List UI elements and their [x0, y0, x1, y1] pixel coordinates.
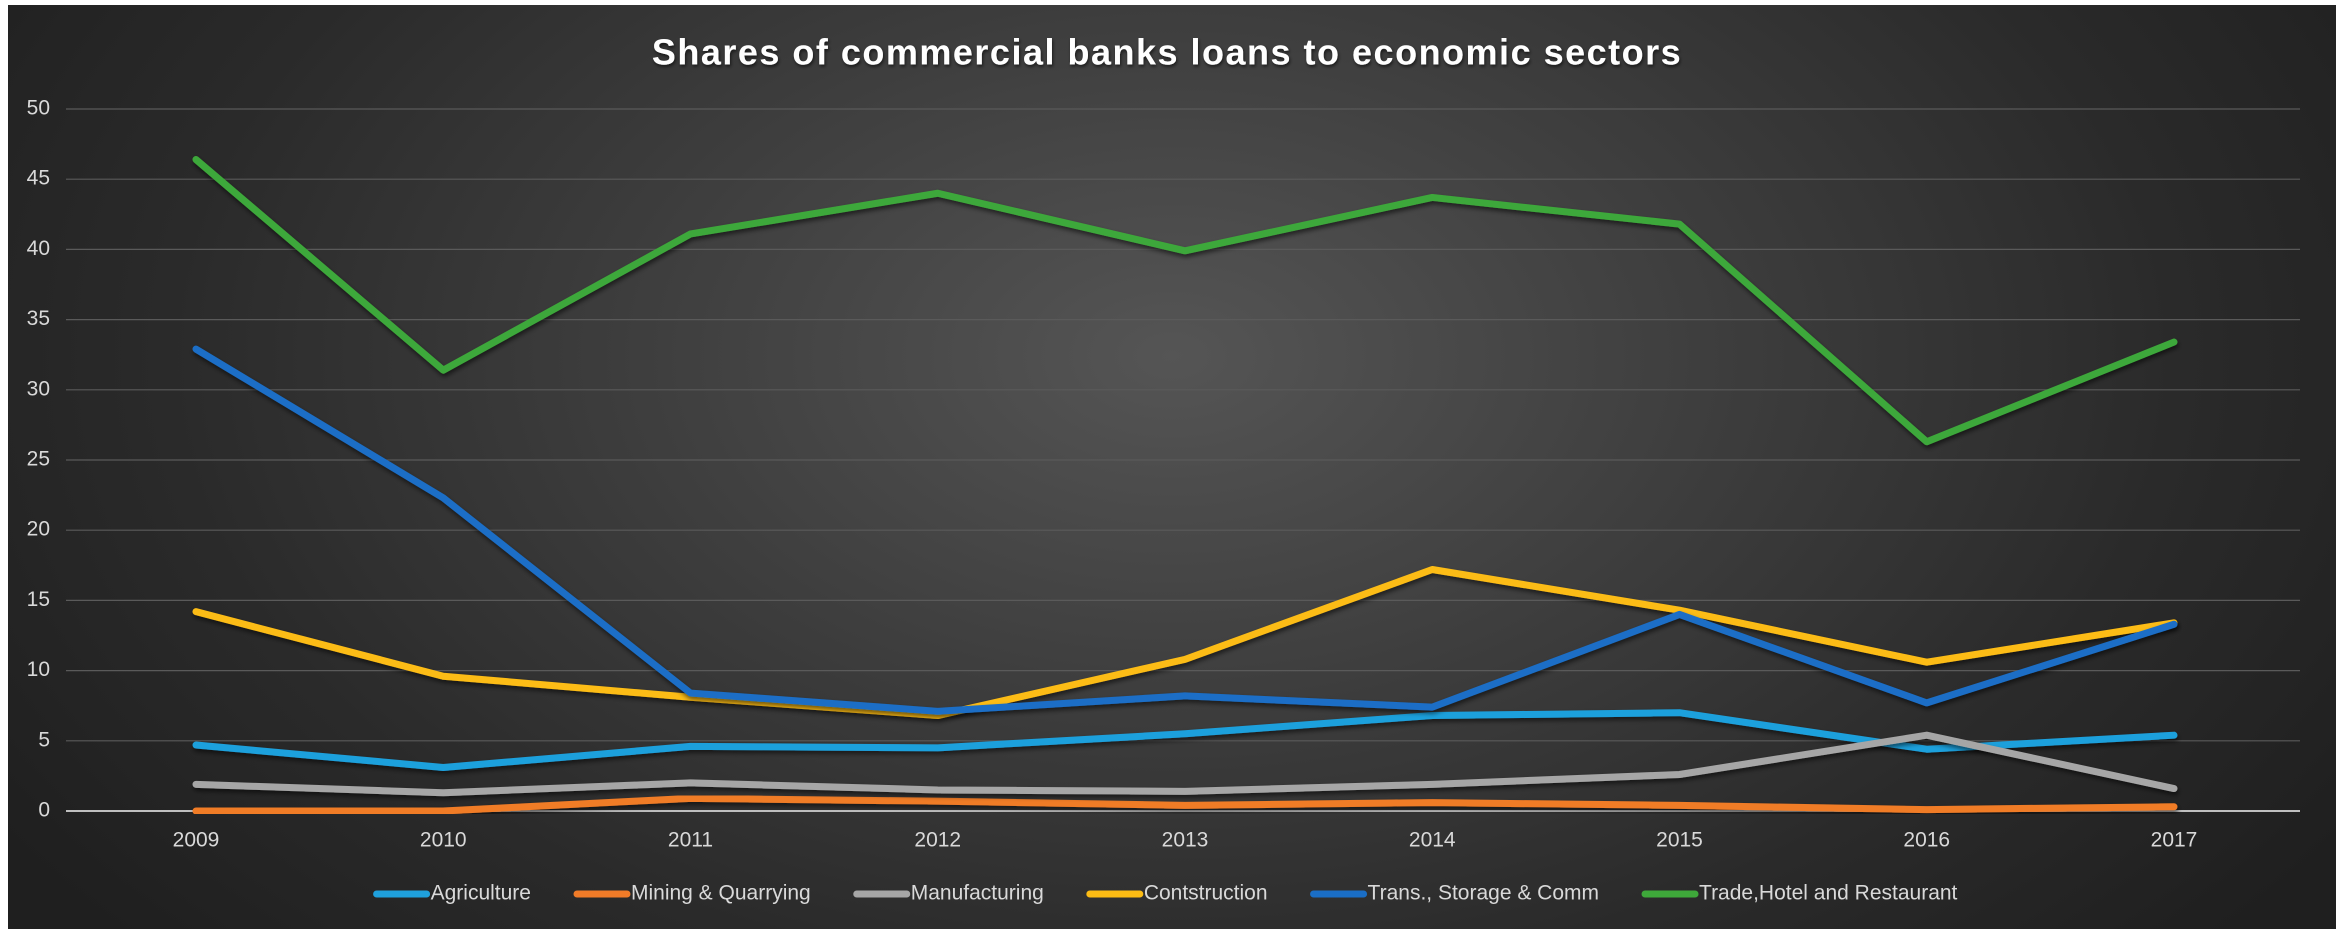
legend-item: Manufacturing — [853, 882, 1044, 905]
legend-label: Contstruction — [1144, 882, 1268, 905]
series-lines — [192, 156, 2178, 815]
y-tick-label: 30 — [27, 377, 50, 400]
legend-label: Trade,Hotel and Restaurant — [1699, 882, 1958, 905]
x-tick-label: 2009 — [173, 829, 220, 852]
series-line-mining-quarrying — [192, 794, 2178, 815]
x-tick-label: 2012 — [914, 829, 961, 852]
y-tick-label: 35 — [27, 307, 50, 330]
series-line-trade-hotel-and-restaurant — [192, 156, 2178, 446]
series-line-manufacturing — [192, 731, 2178, 797]
legend-item: Trade,Hotel and Restaurant — [1641, 882, 1958, 905]
legend-label: Agriculture — [431, 882, 531, 905]
y-tick-label: 10 — [27, 658, 50, 681]
legend-item: Agriculture — [373, 882, 531, 905]
x-tick-label: 2013 — [1162, 829, 1209, 852]
legend-label: Trans., Storage & Comm — [1368, 882, 1599, 905]
x-tick-label: 2011 — [668, 829, 713, 852]
line-chart: Shares of commercial banks loans to econ… — [27, 32, 2300, 905]
series-line-agriculture — [192, 709, 2178, 771]
legend-label: Mining & Quarrying — [631, 882, 811, 905]
y-tick-label: 20 — [27, 518, 50, 541]
y-tick-label: 50 — [27, 97, 50, 120]
x-tick-label: 2014 — [1409, 829, 1456, 852]
y-tick-label: 25 — [27, 448, 50, 471]
chart-frame: Shares of commercial banks loans to econ… — [8, 5, 2336, 929]
legend-item: Contstruction — [1086, 882, 1268, 905]
gridlines — [66, 108, 2300, 742]
series-line-trans-storage-comm — [192, 345, 2178, 715]
x-tick-label: 2017 — [2151, 829, 2198, 852]
x-tick-label: 2015 — [1656, 829, 1703, 852]
legend-item: Mining & Quarrying — [573, 882, 811, 905]
legend: Agriculture Mining & Quarrying Manufacturi… — [373, 882, 1958, 905]
y-tick-label: 15 — [27, 588, 50, 611]
chart-title: Shares of commercial banks loans to econ… — [652, 32, 1682, 73]
y-tick-label: 5 — [38, 728, 50, 751]
legend-label: Manufacturing — [911, 882, 1044, 905]
legend-item: Trans., Storage & Comm — [1310, 882, 1599, 905]
x-tick-label: 2010 — [420, 829, 467, 852]
series-line-contstruction — [192, 566, 2178, 720]
x-tick-label: 2016 — [1903, 829, 1950, 852]
y-tick-label: 0 — [38, 799, 50, 822]
y-tick-label: 45 — [27, 167, 50, 190]
y-tick-label: 40 — [27, 237, 50, 260]
